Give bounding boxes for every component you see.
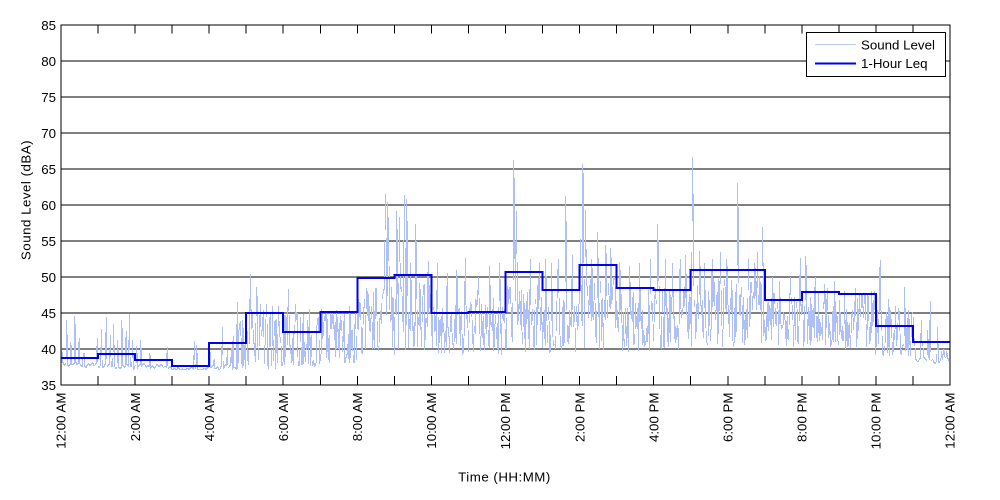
svg-text:75: 75 — [41, 90, 56, 105]
svg-text:Time (HH:MM): Time (HH:MM) — [458, 470, 551, 485]
svg-text:80: 80 — [41, 54, 56, 69]
svg-text:4:00 AM: 4:00 AM — [202, 393, 217, 442]
svg-text:45: 45 — [41, 306, 56, 321]
svg-text:60: 60 — [41, 198, 56, 213]
svg-text:2:00 AM: 2:00 AM — [128, 393, 143, 442]
svg-text:Sound Level (dBA): Sound Level (dBA) — [19, 140, 34, 260]
svg-text:1-Hour Leq: 1-Hour Leq — [861, 56, 928, 71]
svg-text:6:00 AM: 6:00 AM — [276, 393, 291, 442]
svg-text:65: 65 — [41, 162, 56, 177]
svg-text:8:00 AM: 8:00 AM — [350, 393, 365, 442]
svg-text:70: 70 — [41, 126, 56, 141]
svg-text:35: 35 — [41, 378, 56, 393]
svg-text:2:00 PM: 2:00 PM — [572, 393, 587, 443]
svg-text:50: 50 — [41, 270, 56, 285]
svg-text:12:00 AM: 12:00 AM — [54, 393, 69, 449]
svg-text:12:00 PM: 12:00 PM — [498, 393, 513, 450]
svg-text:85: 85 — [41, 18, 56, 33]
svg-text:10:00 PM: 10:00 PM — [869, 393, 884, 450]
svg-text:55: 55 — [41, 234, 56, 249]
svg-text:10:00 AM: 10:00 AM — [424, 393, 439, 449]
svg-text:12:00 AM: 12:00 AM — [943, 393, 958, 449]
svg-text:Sound Level: Sound Level — [861, 38, 935, 53]
svg-text:4:00 PM: 4:00 PM — [646, 393, 661, 443]
svg-text:8:00 PM: 8:00 PM — [795, 393, 810, 443]
svg-text:40: 40 — [41, 342, 56, 357]
svg-text:6:00 PM: 6:00 PM — [721, 393, 736, 443]
